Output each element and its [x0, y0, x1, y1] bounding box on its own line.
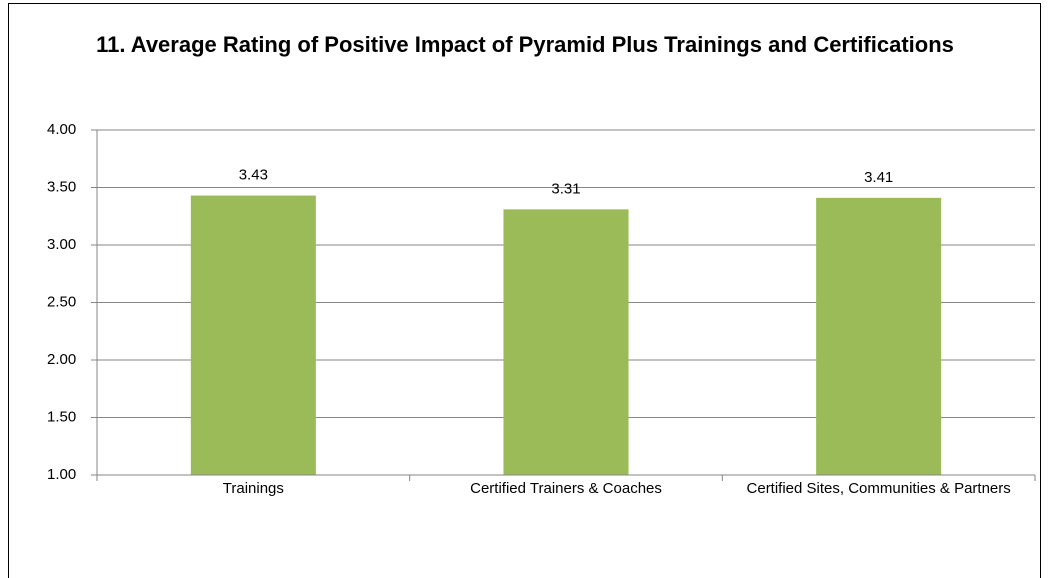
chart-frame [8, 3, 1041, 578]
x-tick-label: Certified Sites, Communities & Partners [746, 480, 1011, 497]
x-tick-label: Certified Trainers & Coaches [470, 480, 662, 497]
x-tick-label: Trainings [222, 480, 284, 497]
y-tick-label: 1.00 [47, 466, 76, 483]
y-tick-label: 3.00 [47, 236, 76, 253]
data-label: 3.31 [551, 180, 580, 197]
data-label: 3.43 [239, 167, 268, 184]
y-tick-label: 1.50 [47, 408, 76, 425]
y-tick-label: 3.50 [47, 178, 76, 195]
y-tick-label: 4.00 [47, 121, 76, 138]
y-tick-label: 2.50 [47, 293, 76, 310]
data-label: 3.41 [864, 169, 893, 186]
bar [816, 197, 942, 475]
bar [503, 209, 629, 475]
chart-title: 11. Average Rating of Positive Impact of… [96, 32, 954, 57]
y-tick-label: 2.00 [47, 351, 76, 368]
bar [190, 195, 316, 476]
